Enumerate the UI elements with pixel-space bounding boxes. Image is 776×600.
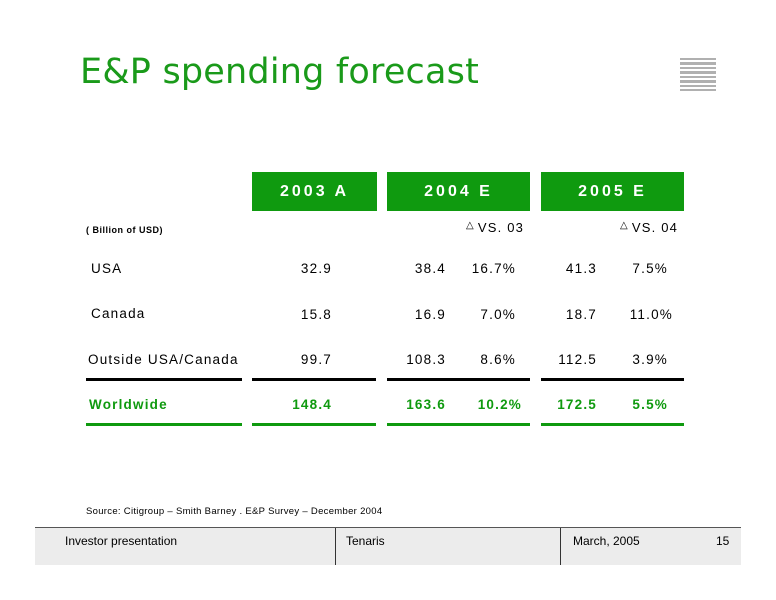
vs-03-text: VS. 03 xyxy=(477,220,525,235)
underline-2003 xyxy=(252,423,376,426)
underline-2004 xyxy=(387,423,530,426)
change-2005-usa: 7.5% xyxy=(632,261,668,276)
change-2005-worldwide: 5.5% xyxy=(632,397,668,412)
delta-icon: △ xyxy=(466,220,475,231)
change-2004-outside: 8.6% xyxy=(480,352,516,367)
value-2004-outside: 108.3 xyxy=(406,352,446,367)
value-2004-worldwide: 163.6 xyxy=(406,397,446,412)
unit-label: ( Billion of USD) xyxy=(86,225,163,235)
separator-label xyxy=(86,378,242,381)
change-2004-canada: 7.0% xyxy=(480,307,516,322)
footer-divider xyxy=(560,528,561,565)
logo-stripes-icon xyxy=(680,58,716,93)
footer-divider xyxy=(335,528,336,565)
change-2004-usa: 16.7% xyxy=(471,261,516,276)
value-2004-usa: 38.4 xyxy=(414,261,446,276)
source-note: Source: Citigroup – Smith Barney . E&P S… xyxy=(86,506,383,517)
separator-2003 xyxy=(252,378,376,381)
value-2003-canada: 15.8 xyxy=(300,307,332,322)
value-2005-outside: 112.5 xyxy=(558,352,597,367)
value-2005-canada: 18.7 xyxy=(565,307,597,322)
page-title: E&P spending forecast xyxy=(80,52,480,92)
row-label-worldwide: Worldwide xyxy=(89,397,168,412)
value-2004-canada: 16.9 xyxy=(414,307,446,322)
underline-label xyxy=(86,423,242,426)
change-2005-outside: 3.9% xyxy=(632,352,668,367)
footer-bar: Investor presentation Tenaris March, 200… xyxy=(35,527,741,565)
delta-icon: △ xyxy=(620,220,629,231)
change-2004-worldwide: 10.2% xyxy=(477,397,522,412)
header-2003: 2003 A xyxy=(252,172,377,211)
row-label-usa: USA xyxy=(91,261,123,276)
row-label-outside: Outside USA/Canada xyxy=(88,352,239,367)
change-2005-canada: 11.0% xyxy=(629,307,673,322)
value-2003-worldwide: 148.4 xyxy=(292,397,332,412)
vs-04-label: △ VS. 04 xyxy=(620,220,678,235)
vs-04-text: VS. 04 xyxy=(631,220,679,235)
page-number: 15 xyxy=(716,534,730,548)
header-2005: 2005 E xyxy=(541,172,684,211)
value-2005-usa: 41.3 xyxy=(565,261,597,276)
value-2005-worldwide: 172.5 xyxy=(557,397,597,412)
value-2003-usa: 32.9 xyxy=(300,261,332,276)
vs-03-label: △ VS. 03 xyxy=(466,220,524,235)
separator-2004 xyxy=(387,378,530,381)
separator-2005 xyxy=(541,378,684,381)
underline-2005 xyxy=(541,423,684,426)
row-label-canada: Canada xyxy=(91,306,146,321)
header-2004: 2004 E xyxy=(387,172,530,211)
footer-company: Tenaris xyxy=(346,534,385,548)
value-2003-outside: 99.7 xyxy=(300,352,332,367)
footer-date: March, 2005 xyxy=(573,534,640,548)
footer-left: Investor presentation xyxy=(65,534,178,548)
